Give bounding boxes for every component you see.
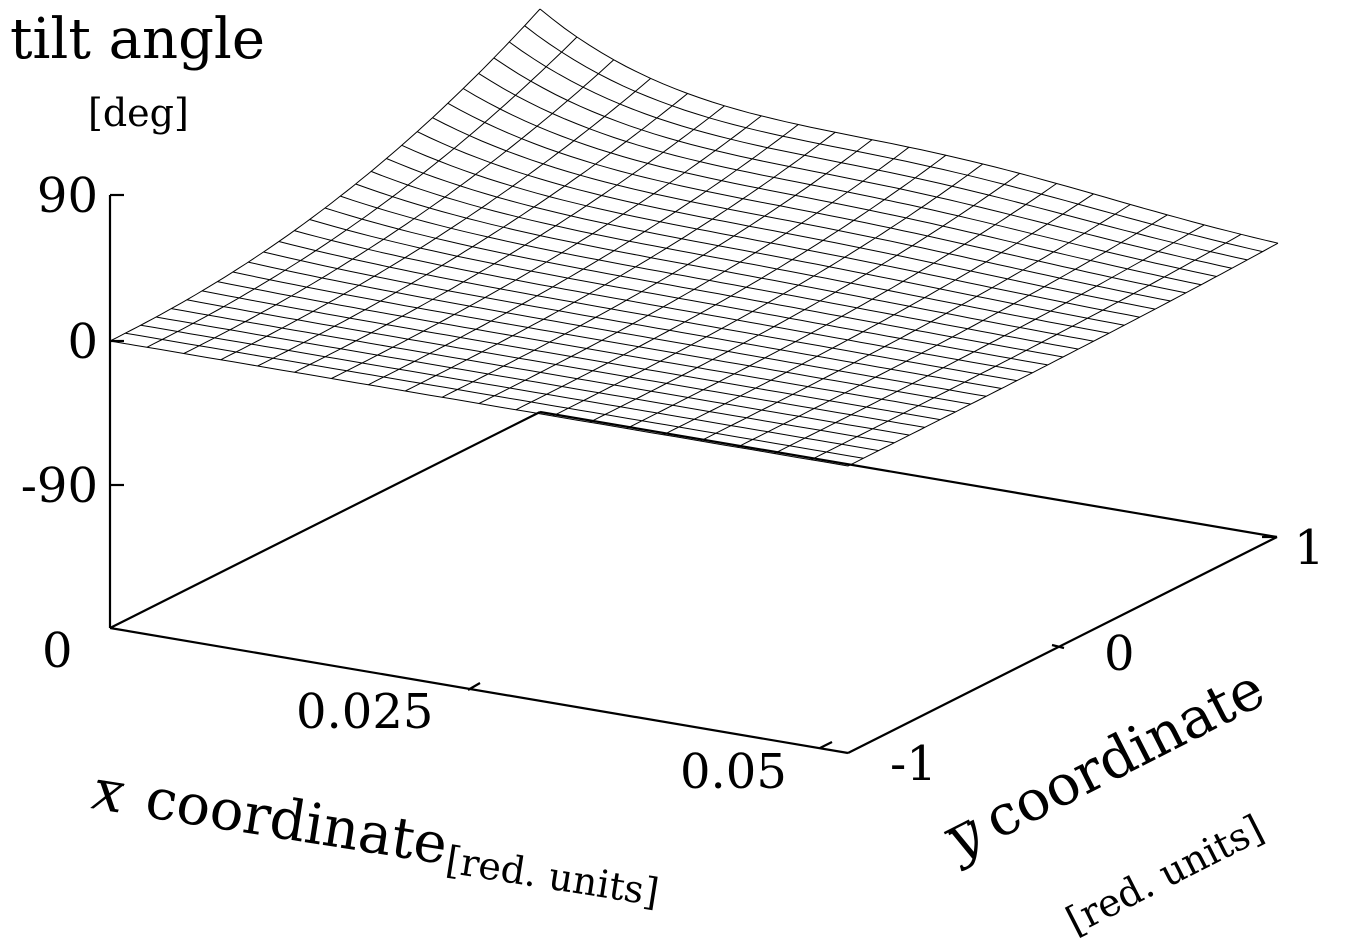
mesh-line-x-10 xyxy=(478,146,910,404)
mesh-line-y-24 xyxy=(478,72,1217,277)
y-axis-unit-group: [red. units] xyxy=(1059,806,1270,938)
back-y-edge xyxy=(109,411,541,629)
mesh-line-y-25 xyxy=(493,57,1233,269)
mesh-line-x-9 xyxy=(441,139,873,398)
mesh-line-x-1 xyxy=(146,36,578,348)
x-tick-mark-end xyxy=(819,741,833,749)
x-tick-label-0025: 0.025 xyxy=(296,684,433,740)
z-tick-label-m90: -90 xyxy=(21,458,98,514)
mesh-line-y-13 xyxy=(309,219,1048,366)
y-label-unit: [red. units] xyxy=(1059,806,1270,938)
mesh-line-x-14 xyxy=(626,183,1057,429)
mesh-line-y-3 xyxy=(156,316,895,444)
mesh-line-y-4 xyxy=(171,308,910,436)
mesh-line-y-28 xyxy=(539,8,1279,244)
z-axis-title: tilt angle xyxy=(10,7,265,72)
mesh-line-y-7 xyxy=(217,281,956,413)
y-tick-mark-mid xyxy=(1051,643,1065,650)
mesh-line-x-5 xyxy=(294,105,725,373)
x-tick-label-0: 0 xyxy=(42,623,73,679)
y-tick-label-0: 0 xyxy=(1104,626,1135,682)
x-axis-label: x coordinate [red. units] xyxy=(88,758,662,915)
mesh-line-y-2 xyxy=(140,324,879,452)
mesh-line-y-21 xyxy=(432,117,1171,302)
x-label-unit: [red. units] xyxy=(443,838,662,915)
mesh-line-x-4 xyxy=(257,93,688,367)
x-label-overbar xyxy=(98,779,125,787)
mesh-line-y-10 xyxy=(263,251,1002,389)
mesh-line-y-19 xyxy=(401,144,1140,318)
mesh-line-x-17 xyxy=(737,214,1168,448)
mesh-line-y-20 xyxy=(416,131,1156,310)
x-tick-mark-mid xyxy=(467,682,481,691)
mesh-line-y-12 xyxy=(294,230,1033,374)
x-tick-label-005: 0.05 xyxy=(680,744,787,800)
back-x-edge xyxy=(539,410,1278,539)
x-axis-line xyxy=(109,626,849,755)
y-label-overbar xyxy=(943,819,970,835)
mesh-line-x-12 xyxy=(552,163,984,417)
mesh-line-y-1 xyxy=(125,332,864,459)
mesh-line-y-27 xyxy=(524,25,1263,253)
mesh-line-y-26 xyxy=(509,41,1248,261)
x-label-var: x xyxy=(88,758,129,827)
mesh-line-y-16 xyxy=(355,183,1094,342)
mesh-line-x-11 xyxy=(515,154,947,411)
mesh-line-y-0 xyxy=(109,340,849,467)
mesh-line-y-9 xyxy=(248,261,987,397)
mesh-line-y-22 xyxy=(447,102,1186,294)
mesh-line-y-23 xyxy=(462,88,1202,286)
z-tick-label-90: 90 xyxy=(37,168,98,224)
mesh-line-x-6 xyxy=(331,115,762,379)
z-tick-label-0: 0 xyxy=(67,314,98,370)
y-tick-label-m1: -1 xyxy=(890,736,937,792)
mesh-line-y-14 xyxy=(324,207,1064,358)
mesh-line-x-7 xyxy=(368,124,799,386)
mesh-line-y-6 xyxy=(202,290,941,421)
mesh-line-y-8 xyxy=(232,271,971,405)
z-axis-unit: [deg] xyxy=(88,91,189,135)
mesh-line-y-18 xyxy=(386,158,1125,326)
y-axis-line xyxy=(847,536,1278,754)
mesh-line-y-17 xyxy=(370,170,1110,334)
mesh-line-y-11 xyxy=(278,241,1017,382)
y-tick-label-1: 1 xyxy=(1294,520,1325,576)
surface-mesh xyxy=(109,8,1279,467)
x-label-text: coordinate xyxy=(141,766,452,878)
mesh-line-y-5 xyxy=(186,299,925,428)
mesh-line-y-15 xyxy=(340,195,1079,350)
